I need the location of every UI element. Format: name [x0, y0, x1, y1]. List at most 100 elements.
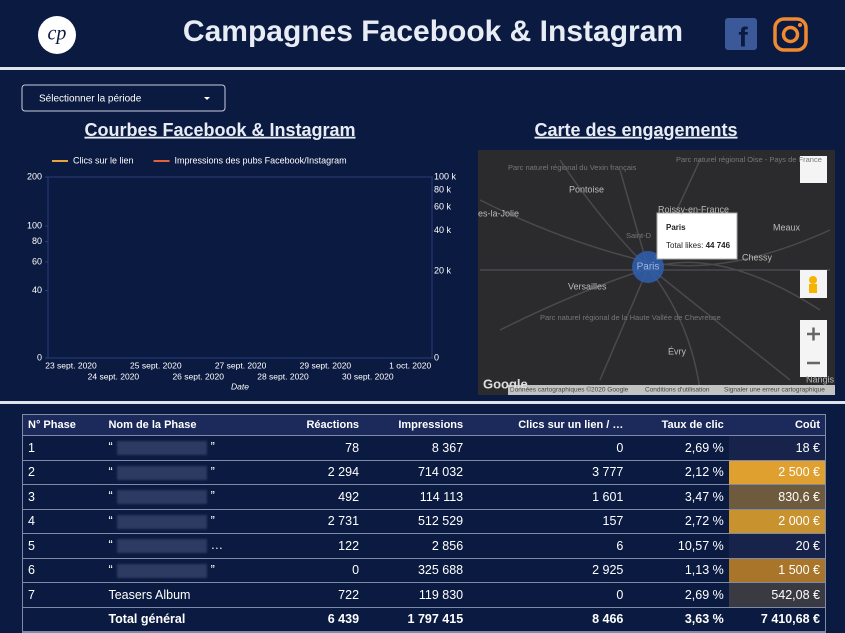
map-heading: Carte des engagements — [534, 120, 737, 140]
plot-border — [47, 176, 433, 359]
cell: 3 777 — [468, 460, 629, 485]
cell: 1,13 % — [628, 558, 729, 583]
quote: “ — [108, 562, 113, 577]
tooltip-label: Total likes: 44 746 — [666, 241, 731, 250]
column-header: Réactions — [276, 415, 365, 436]
zoom-icons — [807, 327, 820, 365]
cell: “” — [103, 460, 277, 485]
place-label: Chessy — [742, 252, 773, 262]
place-label: Parc naturel régional de la Haute Vallée… — [540, 313, 721, 322]
cell: 714 032 — [364, 460, 469, 485]
cell: 2 294 — [276, 460, 365, 485]
cell: 6 — [23, 558, 104, 583]
cell: Total général — [103, 607, 277, 632]
column-header: Nom de la Phase — [103, 415, 277, 436]
cell: 2,72 % — [628, 509, 729, 534]
cell: 2 731 — [276, 509, 365, 534]
table-row: 2 “” 2 294 714 032 3 777 2,12 % 2 500 € — [23, 460, 825, 485]
cell: 542,08 € — [728, 582, 825, 608]
tooltip-title: Paris — [666, 223, 686, 232]
x-tick-label: 28 sept. 2020 — [257, 371, 309, 381]
column-header: Taux de clic — [628, 415, 729, 436]
column-header: Impressions — [364, 415, 469, 436]
legend-label: Clics sur le lien — [73, 155, 134, 165]
cell: 2,69 % — [628, 435, 729, 461]
separator — [0, 67, 845, 70]
y-tick-label: 40 — [32, 285, 42, 295]
line-chart: 0 40 60 80 100 200 0 20 k 40 k 60 k 80 k 100 k 23 se… — [27, 155, 457, 391]
x-tick-label: 30 sept. 2020 — [342, 371, 394, 381]
x-axis-label: Date — [231, 381, 249, 391]
bubble[interactable] — [632, 251, 664, 283]
cell: “” — [103, 509, 277, 534]
cell: 10,57 % — [628, 533, 729, 559]
place-label: Nangis — [806, 374, 835, 384]
bubble-label: Paris — [637, 262, 660, 273]
x-tick-label: 23 sept. 2020 — [45, 360, 97, 370]
quote: … — [210, 538, 224, 553]
cell: 0 — [468, 582, 629, 608]
x-tick-label: 29 sept. 2020 — [300, 360, 352, 370]
map-terms[interactable]: Conditions d'utilisation — [645, 387, 710, 394]
cell: 7 — [23, 582, 104, 608]
instagram-dot — [798, 23, 802, 27]
redacted — [116, 441, 207, 456]
column-header: Coût — [728, 415, 825, 436]
table-row: 7 Teasers Album 722 119 830 0 2,69 % 542,08 € — [23, 582, 825, 608]
facebook-f: f — [738, 21, 748, 52]
cell: 1 797 415 — [364, 607, 469, 632]
cell: 830,6 € — [728, 484, 825, 510]
cell: 2,69 % — [628, 582, 729, 608]
cell: 2 856 — [364, 533, 469, 559]
cell — [23, 607, 104, 632]
quote: ” — [210, 440, 215, 455]
cell: 78 — [276, 435, 365, 461]
google-logo: Google — [483, 376, 528, 391]
logo — [38, 16, 76, 54]
cell: “” — [103, 558, 277, 583]
quote: “ — [108, 489, 113, 504]
tooltip — [656, 212, 738, 260]
place-label: es-la-Jolie — [478, 208, 519, 218]
cell: 8 466 — [468, 607, 629, 632]
cell: “… — [103, 533, 277, 559]
cell: 2 925 — [468, 558, 629, 583]
table-row: 4 “” 2 731 512 529 157 2,72 % 2 000 € — [23, 509, 825, 534]
column-header: N° Phase — [23, 415, 104, 436]
place-label: Parc naturel régional du Vexin français — [508, 163, 637, 172]
cell: 3,47 % — [628, 484, 729, 510]
cell: 6 — [468, 533, 629, 559]
quote: “ — [108, 440, 113, 455]
y2-tick-label: 0 — [434, 352, 439, 362]
column-header: Clics sur un lien / … — [468, 415, 629, 436]
map-report[interactable]: Signaler une erreur cartographique — [724, 387, 825, 394]
x-tick-label: 27 sept. 2020 — [215, 360, 267, 370]
cell: 2 000 € — [728, 509, 825, 534]
redacted — [116, 514, 207, 529]
cell: 7 410,68 € — [728, 607, 825, 632]
table-row: 6 “” 0 325 688 2 925 1,13 % 1 500 € — [23, 558, 825, 583]
place-label: Saint-D — [626, 231, 652, 240]
fullscreen-btn[interactable] — [800, 156, 827, 183]
quote: “ — [108, 464, 113, 479]
cell: 512 529 — [364, 509, 469, 534]
instagram-icon — [773, 17, 808, 52]
cell: 4 — [23, 509, 104, 534]
y2-tick-label: 80 k — [434, 184, 452, 194]
x-tick-label: 24 sept. 2020 — [88, 371, 140, 381]
table: N° Phase Nom de la Phase Réactions Impressi… — [23, 415, 825, 632]
caret — [204, 97, 210, 100]
cell: 722 — [276, 582, 365, 608]
place-label: Évry — [668, 346, 687, 356]
x-tick-label: 1 oct. 2020 — [389, 360, 431, 370]
instagram-lens — [781, 25, 800, 44]
y-tick-label: 100 — [27, 220, 42, 230]
quote: “ — [108, 538, 113, 553]
y-tick-label: 0 — [37, 352, 42, 362]
cell: “” — [103, 435, 277, 461]
cell: 122 — [276, 533, 365, 559]
map-credit: Données cartographiques ©2020 Google — [510, 386, 629, 394]
period-select[interactable] — [21, 84, 226, 112]
redacted — [116, 465, 207, 480]
